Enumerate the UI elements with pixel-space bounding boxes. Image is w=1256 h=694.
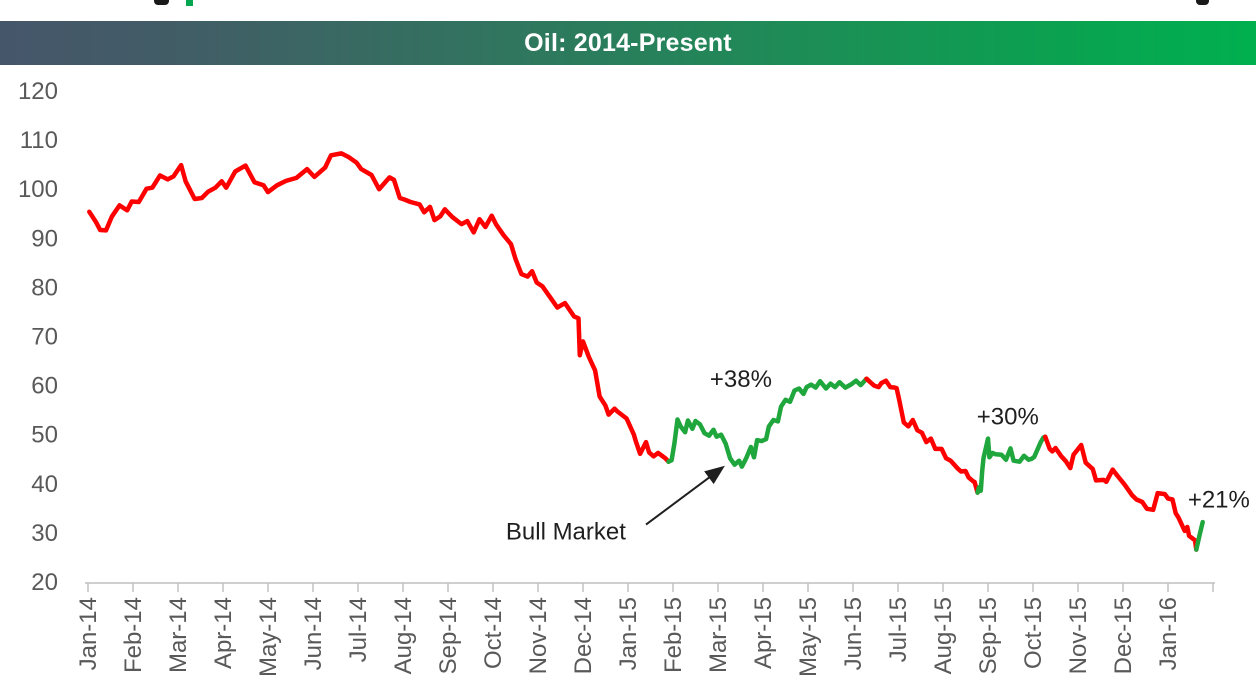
x-axis-label: Jun-15	[840, 597, 867, 670]
cropped-cursor-artifact	[186, 0, 193, 6]
x-axis-label: May-15	[795, 597, 822, 677]
x-axis-label: Aug-14	[390, 597, 417, 674]
y-axis-label: 80	[31, 274, 58, 301]
bull-market-arrow	[645, 465, 725, 526]
y-axis-label: 40	[31, 471, 58, 498]
x-axis-label: Feb-15	[660, 597, 687, 673]
y-axis-label: 120	[18, 78, 58, 105]
cropped-text-artifact	[154, 0, 169, 5]
y-axis-label: 30	[31, 520, 58, 547]
x-axis-label: Apr-14	[210, 597, 237, 669]
x-axis-label: Oct-15	[1020, 597, 1047, 669]
x-axis-label: Jun-14	[300, 597, 327, 670]
x-axis-label: Sep-15	[975, 597, 1002, 674]
x-axis-label: Dec-14	[570, 597, 597, 674]
x-axis-label: Jul-14	[345, 597, 372, 662]
series-bull-market-plus-38pct	[666, 376, 869, 469]
axes: Jan-14 Feb-14 Mar-14 Apr-14 May-14 Jun-14 Jul-…	[18, 78, 1215, 677]
series-bull-market-plus-21pct	[1194, 519, 1205, 552]
x-axis-label: Dec-15	[1110, 597, 1137, 674]
annotation-gain-30: +30%	[977, 404, 1039, 431]
x-axis-label: Feb-14	[120, 597, 147, 673]
chart-title-bar: Oil: 2014-Present	[0, 21, 1256, 65]
annotation-gain-21: +21%	[1188, 487, 1250, 514]
series-decline-summer-2015	[864, 376, 980, 495]
x-axis-label: Nov-15	[1065, 597, 1092, 674]
x-axis-label: Jan-16	[1155, 597, 1182, 670]
x-axis-label: Jan-15	[615, 597, 642, 670]
annotations: +38% +30% +21% Bull Market	[506, 366, 1250, 545]
y-axis-label: 90	[31, 225, 58, 252]
chart-title: Oil: 2014-Present	[524, 28, 732, 57]
x-axis-label: Mar-15	[705, 597, 732, 673]
x-axis-label: Mar-14	[165, 597, 192, 673]
x-axis-label: Apr-15	[750, 597, 777, 669]
y-axis-label: 60	[31, 373, 58, 400]
annotation-gain-38: +38%	[710, 366, 772, 393]
x-axis-label: Jul-15	[885, 597, 912, 662]
cropped-text-artifact	[1196, 0, 1209, 5]
x-axis-label: Nov-14	[525, 597, 552, 674]
x-axis-label: Oct-14	[480, 597, 507, 669]
y-axis-label: 110	[20, 127, 58, 154]
x-axis-label: Aug-15	[930, 597, 957, 674]
series-decline-winter-2015-16	[1042, 434, 1199, 552]
y-axis-label: 20	[31, 569, 58, 596]
y-axis-label: 50	[31, 422, 58, 449]
x-axis-label: May-14	[255, 597, 282, 677]
series-decline-2014	[87, 151, 671, 464]
x-axis-label: Sep-14	[435, 597, 462, 674]
y-axis-label: 100	[18, 176, 58, 203]
price-line-series	[87, 151, 1205, 552]
y-axis-label: 70	[31, 324, 58, 351]
x-axis-label: Jan-14	[75, 597, 102, 670]
series-bull-market-plus-30pct	[975, 434, 1048, 495]
annotation-bull-market-label: Bull Market	[506, 518, 626, 545]
